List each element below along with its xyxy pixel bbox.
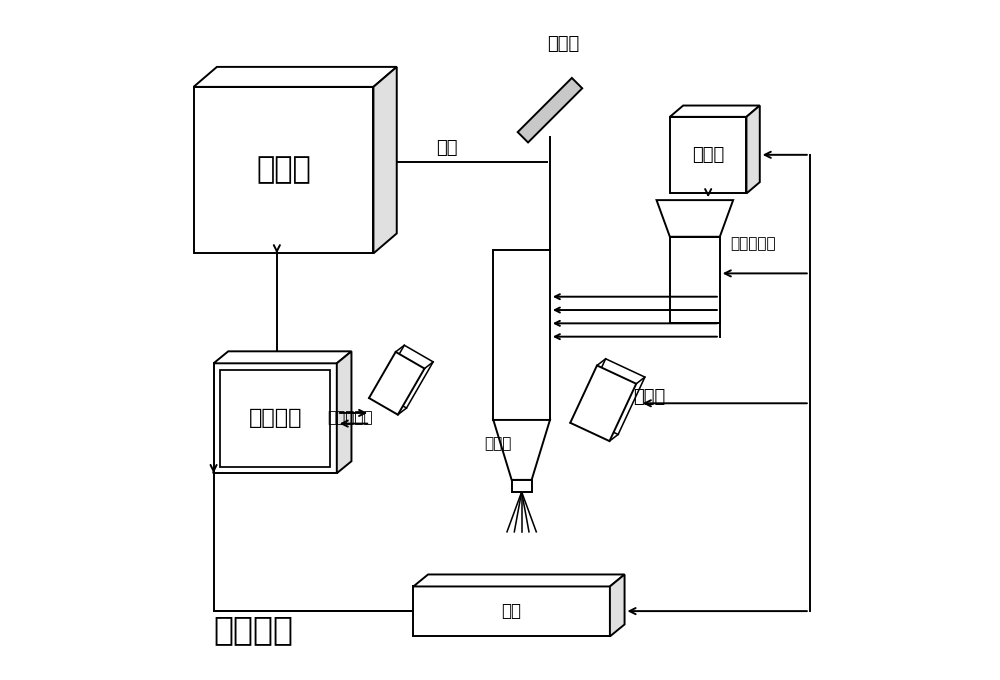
Polygon shape [369, 352, 424, 415]
Polygon shape [378, 345, 433, 408]
Polygon shape [670, 237, 720, 324]
Polygon shape [610, 575, 625, 636]
Text: 激光: 激光 [436, 139, 457, 158]
Polygon shape [493, 250, 550, 420]
Text: 控制制造: 控制制造 [214, 613, 294, 646]
Polygon shape [194, 87, 373, 254]
Polygon shape [214, 363, 337, 473]
Polygon shape [194, 67, 397, 87]
Text: 四路分粉器: 四路分粉器 [730, 236, 775, 251]
Polygon shape [670, 105, 760, 117]
Text: 位置监控仪: 位置监控仪 [327, 410, 373, 425]
Polygon shape [337, 352, 351, 473]
Polygon shape [413, 575, 625, 586]
Polygon shape [746, 105, 760, 193]
Polygon shape [493, 420, 550, 480]
Polygon shape [570, 365, 636, 441]
Polygon shape [518, 78, 582, 142]
Polygon shape [657, 200, 733, 237]
Polygon shape [512, 480, 532, 492]
Polygon shape [579, 359, 645, 435]
Text: 测温仪: 测温仪 [633, 388, 665, 405]
Text: 激光器: 激光器 [256, 156, 311, 185]
Polygon shape [214, 352, 351, 363]
Polygon shape [413, 586, 610, 636]
Text: 送粉器: 送粉器 [692, 146, 724, 164]
Text: 粉末流: 粉末流 [484, 437, 512, 452]
Polygon shape [373, 67, 397, 254]
Text: 熔池: 熔池 [502, 602, 522, 620]
Text: 数控系统: 数控系统 [248, 408, 302, 428]
Polygon shape [670, 117, 746, 193]
Text: 反射镜: 反射镜 [547, 35, 579, 52]
